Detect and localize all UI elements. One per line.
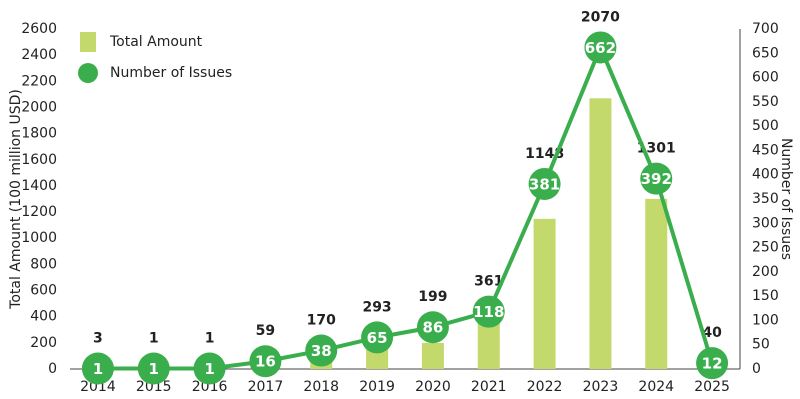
y2-tick-label: 700 (752, 21, 779, 37)
bar (645, 198, 668, 369)
x-tick-label: 2020 (415, 379, 451, 395)
y2-tick-label: 450 (752, 142, 779, 158)
y2-tick-label: 350 (752, 191, 779, 207)
marker-value-label: 662 (585, 39, 616, 57)
marker-value-label: 38 (311, 342, 332, 360)
marker-value-label: 86 (422, 319, 443, 337)
y2-tick-label: 150 (752, 288, 779, 304)
bar-value-label: 199 (418, 289, 447, 305)
marker-value-label: 1 (204, 360, 214, 378)
bar-value-label: 1 (149, 331, 159, 347)
marker (81, 352, 114, 385)
y-tick-label: 800 (30, 256, 57, 272)
bar-value-label: 170 (307, 313, 336, 329)
y-tick-label: 1600 (21, 152, 57, 168)
legend-swatch (78, 63, 98, 83)
y2-tick-label: 200 (752, 264, 779, 280)
marker (472, 295, 505, 328)
y-tick-label: 200 (30, 335, 57, 351)
y-tick-label: 1400 (21, 178, 57, 194)
x-tick-label: 2024 (638, 379, 674, 395)
y2-tick-label: 50 (752, 337, 770, 353)
bar-value-label: 2070 (581, 9, 620, 25)
marker-value-label: 65 (367, 329, 388, 347)
x-tick-label: 2022 (527, 379, 563, 395)
marker-value-label: 381 (529, 175, 560, 193)
marker (416, 311, 449, 344)
y2-tick-label: 500 (752, 118, 779, 134)
x-tick-label: 2016 (192, 379, 228, 395)
x-tick-label: 2021 (471, 379, 507, 395)
x-tick-label: 2019 (359, 379, 395, 395)
bar (421, 342, 444, 369)
marker-value-label: 1 (93, 360, 103, 378)
x-tick-label: 2014 (80, 379, 116, 395)
y-tick-label: 600 (30, 283, 57, 299)
line (97, 45, 714, 371)
marker (137, 352, 170, 385)
y-tick-label: 2200 (21, 73, 57, 89)
y2-axis-label: Number of Issues (778, 138, 794, 260)
marker (528, 167, 561, 200)
marker (584, 31, 617, 64)
bar (477, 321, 500, 369)
bar-value-label: 59 (256, 323, 275, 339)
y-tick-label: 1000 (21, 230, 57, 246)
x-tick-label: 2018 (303, 379, 339, 395)
bar (533, 218, 556, 369)
marker-value-label: 16 (255, 353, 276, 371)
y2-tick-label: 650 (752, 45, 779, 61)
y2-tick-label: 250 (752, 240, 779, 256)
y2-tick-label: 550 (752, 94, 779, 110)
y2-tick-label: 300 (752, 215, 779, 231)
bar-value-label: 293 (362, 299, 391, 315)
y2-tick-label: 600 (752, 70, 779, 86)
x-tick-label: 2023 (583, 379, 619, 395)
x-tick-label: 2017 (248, 379, 284, 395)
marker (305, 334, 338, 367)
x-tick-label: 2025 (694, 379, 730, 395)
y-tick-label: 2000 (21, 99, 57, 115)
marker-value-label: 118 (473, 303, 504, 321)
marker-value-label: 12 (702, 355, 723, 373)
y-tick-label: 1200 (21, 204, 57, 220)
y2-tick-label: 400 (752, 167, 779, 183)
bar-value-label: 40 (702, 325, 722, 341)
x-tick-label: 2015 (136, 379, 172, 395)
legend-swatch (80, 32, 96, 52)
y-tick-label: 1800 (21, 126, 57, 142)
legend-label: Total Amount (109, 34, 203, 50)
marker-value-label: 1 (149, 360, 159, 378)
legend-label: Number of Issues (110, 65, 232, 81)
y-tick-label: 0 (48, 361, 57, 377)
y-tick-label: 2600 (21, 21, 57, 37)
marker (193, 352, 226, 385)
marker (696, 347, 729, 380)
y-axis-label: Total Amount (100 million USD) (8, 89, 24, 310)
marker (249, 345, 282, 378)
bar-value-label: 1 (205, 331, 215, 347)
y2-tick-label: 0 (752, 361, 761, 377)
y-tick-label: 2400 (21, 47, 57, 63)
bar (589, 98, 612, 370)
bar-value-label: 361 (474, 274, 503, 290)
marker (640, 162, 673, 195)
bar-value-label: 3 (93, 331, 103, 347)
marker (361, 321, 394, 354)
y2-tick-label: 100 (752, 312, 779, 328)
marker-value-label: 392 (641, 170, 672, 188)
y-tick-label: 400 (30, 309, 57, 325)
